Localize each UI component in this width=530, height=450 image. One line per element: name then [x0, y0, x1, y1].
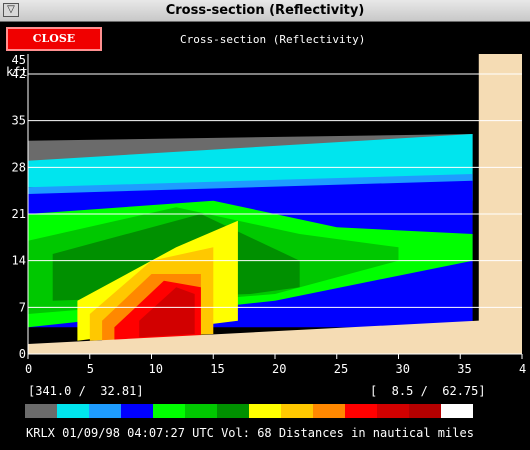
window-menu-button[interactable]: ▽ — [3, 3, 19, 17]
x-tick-label: 30 — [396, 362, 410, 376]
x-tick-label: 25 — [334, 362, 348, 376]
colorbar-swatch-1 — [57, 404, 89, 418]
colorbar-swatch-10 — [345, 404, 377, 418]
y-tick-label: 42 — [12, 67, 26, 81]
y-axis-label: kft — [6, 65, 28, 79]
colorbar-swatch-9 — [313, 404, 345, 418]
colorbar-swatch-3 — [121, 404, 153, 418]
colorbar-swatch-6 — [217, 404, 249, 418]
reflectivity-colorbar — [25, 404, 473, 418]
x-tick-label: 10 — [149, 362, 163, 376]
plot-subtitle: Cross-section (Reflectivity) — [180, 33, 366, 46]
close-button[interactable]: CLOSE — [6, 27, 102, 51]
x-tick-label: 4 — [519, 362, 526, 376]
terrain-ground — [28, 54, 522, 354]
cursor-readout-right: [ 8.5 / 62.75] — [370, 384, 486, 398]
colorbar-swatch-4 — [153, 404, 185, 418]
colorbar-swatch-13 — [441, 404, 473, 418]
colorbar-swatch-8 — [281, 404, 313, 418]
status-line: KRLX 01/09/98 04:07:27 UTC Vol: 68 Dista… — [26, 426, 474, 440]
colorbar-swatch-12 — [409, 404, 441, 418]
y-tick-label: 28 — [12, 160, 26, 174]
colorbar-swatch-5 — [185, 404, 217, 418]
y-tick-label: 45 — [12, 54, 26, 67]
colorbar-swatch-7 — [249, 404, 281, 418]
y-tick-label: 21 — [12, 207, 26, 221]
title-bar: ▽ Cross-section (Reflectivity) — [0, 0, 530, 22]
y-tick-label: 7 — [19, 300, 26, 314]
x-tick-label: 15 — [210, 362, 224, 376]
window-title: Cross-section (Reflectivity) — [165, 3, 365, 18]
colorbar-swatch-2 — [89, 404, 121, 418]
colorbar-swatch-0 — [25, 404, 57, 418]
y-tick-label: 0 — [19, 347, 26, 361]
cursor-readout-left: [341.0 / 32.81] — [28, 384, 144, 398]
echo-layer-crimson — [139, 287, 195, 338]
x-tick-label: 35 — [457, 362, 471, 376]
x-tick-label: 5 — [87, 362, 94, 376]
x-tick-label: 0 — [25, 362, 32, 376]
x-tick-label: 20 — [272, 362, 286, 376]
colorbar-swatch-11 — [377, 404, 409, 418]
control-bar: CLOSE Cross-section (Reflectivity) — [0, 22, 530, 54]
y-tick-label: 14 — [12, 254, 26, 268]
y-tick-label: 35 — [12, 114, 26, 128]
